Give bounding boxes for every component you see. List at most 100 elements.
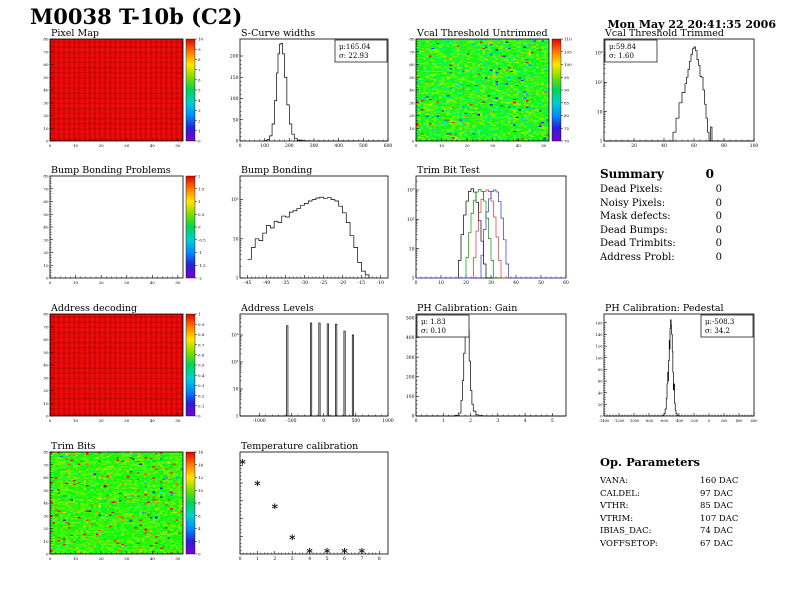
data-point-marker: * [239, 457, 246, 471]
svg-text:140: 140 [596, 333, 604, 337]
chart-bump-bonding: Bump Bonding -45 -40 -35 -30 -25 -20 -15 -10 1 10… [230, 165, 400, 300]
svg-text:40: 40 [43, 225, 49, 230]
op-parameters-rows: VANA: 160 DAC CALDEL: 97 DAC VTHR: 85 DA… [600, 475, 750, 550]
svg-text:50: 50 [233, 117, 239, 123]
svg-text:0: 0 [198, 414, 201, 419]
svg-text:16: 16 [198, 450, 204, 455]
svg-text:0.9: 0.9 [198, 322, 205, 327]
svg-text:50: 50 [409, 75, 415, 80]
svg-text:20: 20 [465, 143, 471, 148]
svg-text:10³: 10³ [595, 51, 603, 57]
svg-text:110: 110 [564, 37, 572, 42]
chart-address-decoding: Address decoding 0 10 20 30 40 50 0 10 20 30 40 50 6… [40, 303, 226, 438]
svg-text:0.2: 0.2 [198, 393, 205, 398]
svg-text:4: 4 [198, 526, 201, 531]
svg-text:20: 20 [409, 113, 415, 118]
op-parameter-row: IBIAS_DAC: 74 DAC [600, 525, 750, 538]
svg-text:9: 9 [198, 47, 201, 52]
op-parameter-value: 97 DAC [700, 488, 733, 499]
svg-text:0: 0 [708, 419, 711, 423]
svg-text:50: 50 [43, 350, 49, 355]
svg-text:160: 160 [596, 321, 604, 325]
svg-text:300: 300 [310, 143, 319, 149]
svg-text:2: 2 [273, 556, 276, 562]
svg-text:0: 0 [603, 143, 606, 149]
svg-text:30: 30 [43, 237, 49, 242]
summary-row: Mask defects: 0 [600, 210, 722, 224]
svg-text:90: 90 [564, 88, 570, 93]
svg-text:1: 1 [600, 139, 603, 145]
svg-text:0.4: 0.4 [198, 373, 205, 378]
svg-text:-800: -800 [645, 419, 654, 423]
op-parameter-row: VTHR: 85 DAC [600, 500, 750, 513]
svg-text:30: 30 [409, 100, 415, 105]
svg-text:1000: 1000 [382, 418, 394, 424]
svg-text:12: 12 [198, 475, 204, 480]
svg-text:60: 60 [43, 199, 49, 204]
svg-text:100: 100 [750, 143, 759, 149]
svg-text:300: 300 [406, 355, 415, 361]
heatmap-pixels [50, 314, 183, 416]
svg-text:100: 100 [260, 143, 269, 149]
plot-title-pixel-map: Pixel Map [51, 28, 99, 39]
svg-text:2: 2 [198, 539, 201, 544]
svg-text:100: 100 [230, 96, 239, 102]
plot-svg: 0 100 200 300 400 500 600 0 50 100 150 200 μ:165.04σ… [230, 38, 392, 149]
plot-title-trim-bits: Trim Bits [51, 441, 96, 452]
chart-s-curve-widths: S-Curve widths 0 100 200 300 400 500 600 0 50 100… [230, 28, 400, 163]
summary-row-label: Mask defects: [600, 211, 671, 222]
svg-text:70: 70 [43, 49, 49, 54]
svg-text:-1000: -1000 [253, 418, 266, 424]
svg-text:0: 0 [415, 143, 418, 148]
plot-title-vcal-threshold-trimmed: Vcal Threshold Trimmed [605, 28, 725, 39]
svg-text:σ: 1.60: σ: 1.60 [609, 52, 634, 60]
svg-text:70: 70 [43, 186, 49, 191]
summary-row-value: 0 [715, 238, 722, 249]
svg-text:-200: -200 [690, 419, 699, 423]
svg-text:1: 1 [198, 312, 201, 317]
summary-row-label: Dead Bumps: [600, 224, 668, 236]
svg-text:105: 105 [564, 49, 572, 54]
svg-text:10²: 10² [231, 197, 239, 203]
summary-total: 0 [705, 167, 714, 181]
stats-box: μ:-508.3σ: 34.2 [700, 314, 754, 338]
plot-svg: 0 1 2 3 4 5 6 7 8 * * * * * * * * [239, 451, 389, 562]
svg-text:40: 40 [43, 501, 49, 506]
svg-text:-40: -40 [263, 280, 270, 286]
svg-text:-1.5: -1.5 [198, 263, 206, 268]
heatmap-pixels [50, 452, 183, 554]
svg-text:-600: -600 [660, 419, 669, 423]
svg-text:70: 70 [43, 324, 49, 329]
svg-text:μ:59.84: μ:59.84 [609, 43, 636, 51]
svg-text:500: 500 [352, 418, 361, 424]
colorbar [185, 38, 196, 142]
svg-text:200: 200 [285, 143, 294, 149]
svg-text:0: 0 [46, 276, 49, 281]
plot-title-ph-calibration-gain: PH Calibration: Gain [417, 303, 518, 314]
svg-text:8: 8 [198, 501, 201, 506]
svg-text:100: 100 [406, 394, 415, 400]
svg-text:50: 50 [175, 143, 181, 148]
svg-text:30: 30 [488, 280, 494, 286]
chart-bump-bonding-problems: Bump Bonding Problems 0 10 20 30 40 50 0 10 20 30… [40, 165, 226, 300]
svg-text:0: 0 [49, 418, 52, 423]
svg-text:200: 200 [230, 54, 239, 60]
series-address-level-peaks [240, 322, 388, 417]
svg-text:10: 10 [73, 418, 79, 423]
svg-text:5: 5 [198, 88, 201, 93]
svg-text:7: 7 [360, 556, 363, 562]
svg-text:30: 30 [124, 556, 130, 561]
svg-text:σ: 0.10: σ: 0.10 [421, 327, 446, 335]
svg-text:1: 1 [412, 276, 415, 282]
svg-text:80: 80 [43, 312, 49, 317]
svg-text:40: 40 [43, 363, 49, 368]
svg-text:10³: 10³ [407, 188, 415, 194]
colorbar [185, 175, 196, 279]
plot-svg: -1400 -1200 -1000 -800 -600 -400 -200 0 200 400 60… [596, 313, 758, 423]
svg-text:7: 7 [198, 67, 201, 72]
colorbar [185, 451, 196, 555]
svg-text:4: 4 [524, 418, 527, 424]
svg-text:30: 30 [124, 143, 130, 148]
svg-text:40: 40 [513, 280, 519, 286]
